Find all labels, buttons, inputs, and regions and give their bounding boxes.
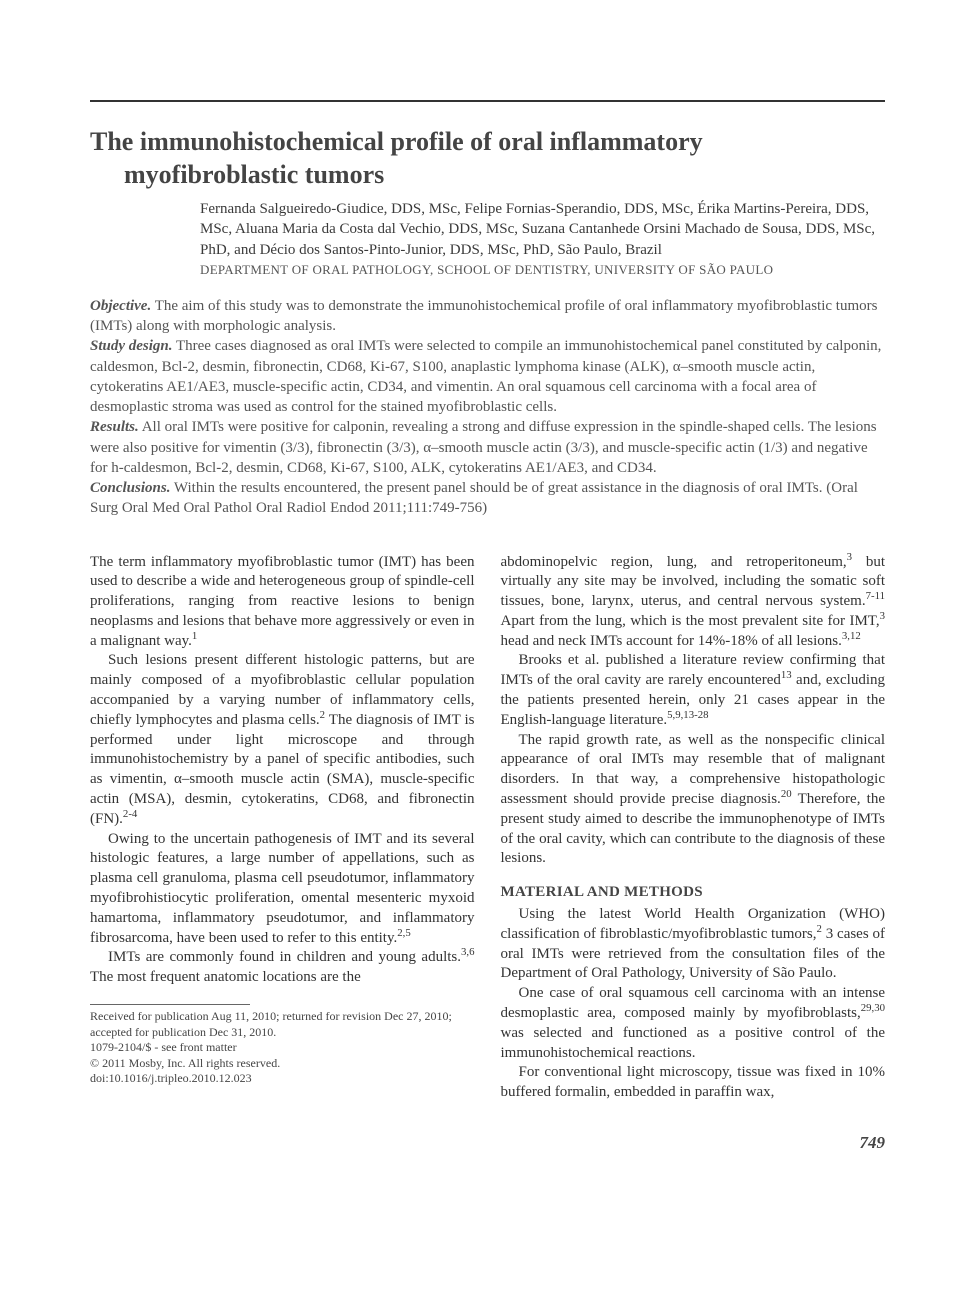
affiliation: DEPARTMENT OF ORAL PATHOLOGY, SCHOOL OF … [200,262,885,278]
body-p4-cont: abdominopelvic region, lung, and retrope… [501,553,886,652]
authors-block: Fernanda Salgueiredo-Giudice, DDS, MSc, … [90,199,885,278]
methods-heading: MATERIAL AND METHODS [501,883,886,903]
footnote-copyright: © 2011 Mosby, Inc. All rights reserved. [90,1056,475,1072]
page-number: 749 [90,1133,885,1153]
body-p4-start: IMTs are commonly found in children and … [90,948,475,988]
m2b-text: was selected and functioned as a positiv… [501,1025,886,1061]
body-p2: Such lesions present different histologi… [90,651,475,829]
footnote-rule [90,1004,250,1005]
objective-label: Objective. [90,298,151,314]
p6a-ref: 20 [781,788,792,800]
results-label: Results. [90,419,139,435]
methods-p2: One case of oral squamous cell carcinoma… [501,984,886,1063]
p4f-text: head and neck IMTs account for 14%-18% o… [501,633,842,649]
title-line-1: The immunohistochemical profile of oral … [90,127,703,156]
footnote-received: Received for publication Aug 11, 2010; r… [90,1009,475,1040]
conclusions-label: Conclusions. [90,480,170,496]
body-columns: The term inflammatory myofibroblastic tu… [90,553,885,1104]
p3-text: Owing to the uncertain pathogenesis of I… [90,831,475,946]
p5b-ref: 5,9,13-28 [667,709,708,721]
footnotes: Received for publication Aug 11, 2010; r… [90,1009,475,1087]
p1-ref: 1 [192,630,197,642]
results-text: All oral IMTs were positive for calponin… [90,419,877,476]
title-line-2: myofibroblastic tumors [90,159,885,192]
body-p3: Owing to the uncertain pathogenesis of I… [90,830,475,949]
p3-ref: 2,5 [397,927,411,939]
article-title: The immunohistochemical profile of oral … [90,126,885,191]
footnote-block: Received for publication Aug 11, 2010; r… [90,1004,475,1087]
m2a-ref: 29,30 [861,1002,885,1014]
conclusions-text: Within the results encountered, the pres… [90,480,858,516]
objective-text: The aim of this study was to demonstrate… [90,298,877,334]
p4c-text: abdominopelvic region, lung, and retrope… [501,554,847,570]
p4a-text: IMTs are commonly found in children and … [108,949,461,965]
p2b-ref: 2-4 [123,808,137,820]
footnote-issn: 1079-2104/$ - see front matter [90,1040,475,1056]
p4d-ref: 7-11 [866,590,885,602]
author-list: Fernanda Salgueiredo-Giudice, DDS, MSc, … [200,199,885,260]
m2a-text: One case of oral squamous cell carcinoma… [501,985,886,1021]
methods-p3: For conventional light microscopy, tissu… [501,1063,886,1103]
body-p5: Brooks et al. published a literature rev… [501,651,886,730]
p1-text: The term inflammatory myofibroblastic tu… [90,554,475,649]
body-p1: The term inflammatory myofibroblastic tu… [90,553,475,652]
p4a-ref: 3,6 [461,946,475,958]
design-label: Study design. [90,338,173,354]
methods-p1: Using the latest World Health Organizati… [501,905,886,984]
p5a-ref: 13 [781,669,792,681]
footnote-doi: doi:10.1016/j.tripleo.2010.12.023 [90,1071,475,1087]
top-rule [90,100,885,102]
body-p6: The rapid growth rate, as well as the no… [501,731,886,870]
p4e-ref: 3 [880,610,885,622]
p4e-text: Apart from the lung, which is the most p… [501,613,880,629]
p2b-text: The diagnosis of IMT is performed under … [90,712,475,827]
abstract: Objective. The aim of this study was to … [90,296,885,519]
p4f-ref: 3,12 [842,630,861,642]
design-text: Three cases diagnosed as oral IMTs were … [90,338,881,415]
p4b-text: The most frequent anatomic locations are… [90,969,361,985]
